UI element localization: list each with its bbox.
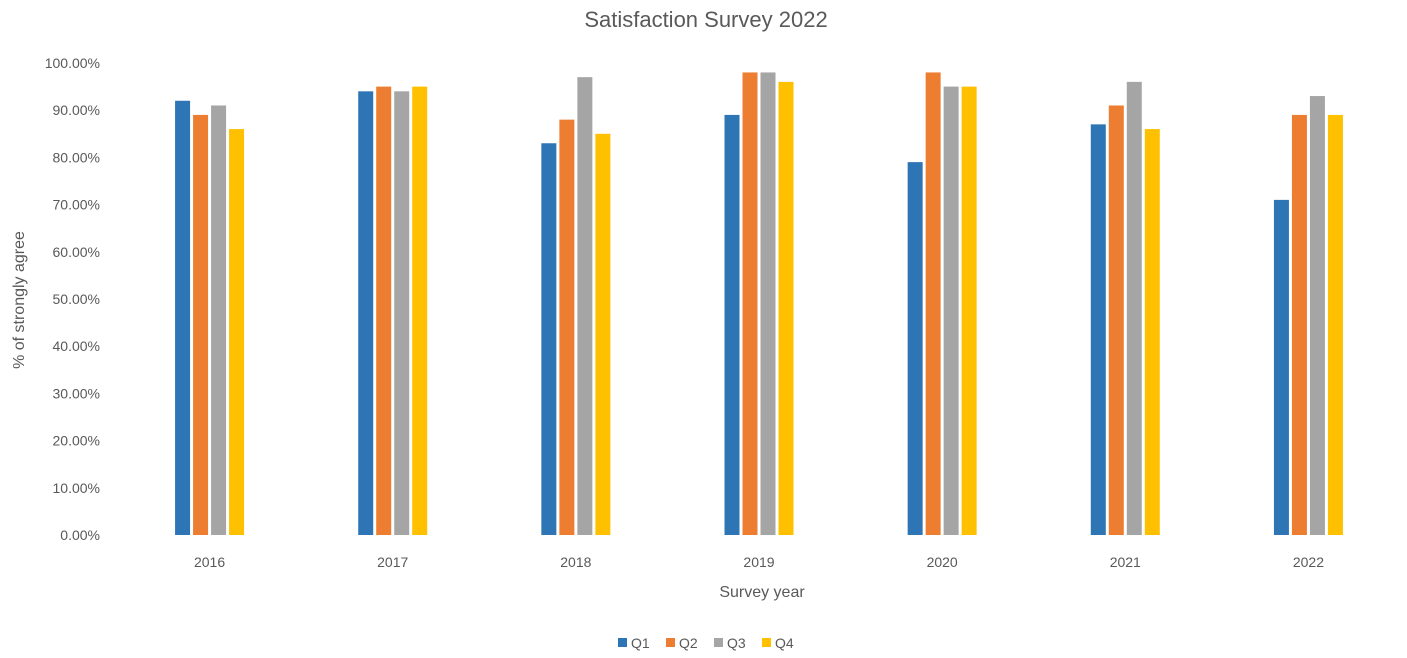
bar-q1-2016	[175, 100, 191, 535]
bar-q4-2022	[1327, 114, 1343, 536]
x-tick-label: 2018	[560, 554, 591, 570]
legend-label: Q2	[679, 635, 698, 651]
y-tick-label: 80.00%	[53, 149, 100, 165]
bar-q4-2016	[229, 129, 245, 535]
bar-q1-2021	[1090, 124, 1106, 536]
x-tick-label: 2020	[927, 554, 958, 570]
y-tick-label: 30.00%	[53, 385, 100, 401]
bar-q1-2020	[907, 162, 923, 535]
legend-item-q2: Q2	[666, 635, 698, 651]
legend: Q1 Q2 Q3 Q4	[618, 635, 794, 651]
bar-q4-2018	[595, 133, 611, 536]
x-axis-ticks: 2016 2017 2018 2019 2020 2021 2022	[194, 554, 1324, 570]
y-tick-label: 60.00%	[53, 244, 100, 260]
bar-q2-2021	[1108, 105, 1124, 535]
bar-q1-2019	[724, 114, 740, 536]
bar-q4-2019	[778, 81, 794, 535]
bar-q3-2020	[943, 86, 959, 535]
legend-label: Q1	[631, 635, 650, 651]
bar-q3-2018	[577, 77, 593, 535]
bar-q4-2021	[1144, 129, 1160, 535]
x-axis-title: Survey year	[719, 584, 805, 601]
legend-swatch	[714, 638, 723, 647]
y-tick-label: 0.00%	[60, 527, 100, 543]
legend-label: Q3	[727, 635, 746, 651]
legend-item-q3: Q3	[714, 635, 746, 651]
bar-q3-2019	[760, 72, 776, 535]
bar-q3-2022	[1309, 96, 1325, 535]
x-tick-label: 2016	[194, 554, 225, 570]
legend-item-q4: Q4	[762, 635, 794, 651]
y-axis-title: % of strongly agree	[11, 231, 28, 369]
x-tick-label: 2017	[377, 554, 408, 570]
bar-q2-2017	[376, 86, 392, 535]
bar-q1-2017	[358, 91, 374, 535]
y-tick-label: 90.00%	[53, 102, 100, 118]
legend-swatch	[762, 638, 771, 647]
y-tick-label: 40.00%	[53, 338, 100, 354]
bar-q1-2018	[541, 143, 557, 536]
bar-q2-2020	[925, 72, 941, 535]
y-tick-label: 50.00%	[53, 291, 100, 307]
bar-q3-2016	[211, 105, 227, 535]
y-tick-label: 10.00%	[53, 480, 100, 496]
y-tick-label: 70.00%	[53, 197, 100, 213]
bar-q3-2021	[1126, 81, 1142, 535]
bar-q2-2018	[559, 119, 575, 535]
bar-q1-2022	[1273, 199, 1289, 535]
bar-q2-2022	[1291, 114, 1307, 536]
bar-q4-2017	[412, 86, 428, 535]
bar-q3-2017	[394, 91, 410, 535]
chart-title: Satisfaction Survey 2022	[584, 7, 827, 32]
y-tick-label: 100.00%	[45, 55, 100, 71]
legend-swatch	[618, 638, 627, 647]
bar-q4-2020	[961, 86, 977, 535]
x-tick-label: 2022	[1293, 554, 1324, 570]
legend-swatch	[666, 638, 675, 647]
y-axis-ticks: 0.00% 10.00% 20.00% 30.00% 40.00% 50.00% 60.00…	[45, 55, 100, 543]
legend-label: Q4	[775, 635, 794, 651]
legend-item-q1: Q1	[618, 635, 650, 651]
x-tick-label: 2021	[1110, 554, 1141, 570]
bars	[175, 72, 1343, 536]
bar-q2-2019	[742, 72, 758, 535]
y-tick-label: 20.00%	[53, 433, 100, 449]
bar-q2-2016	[193, 114, 209, 536]
x-tick-label: 2019	[743, 554, 774, 570]
